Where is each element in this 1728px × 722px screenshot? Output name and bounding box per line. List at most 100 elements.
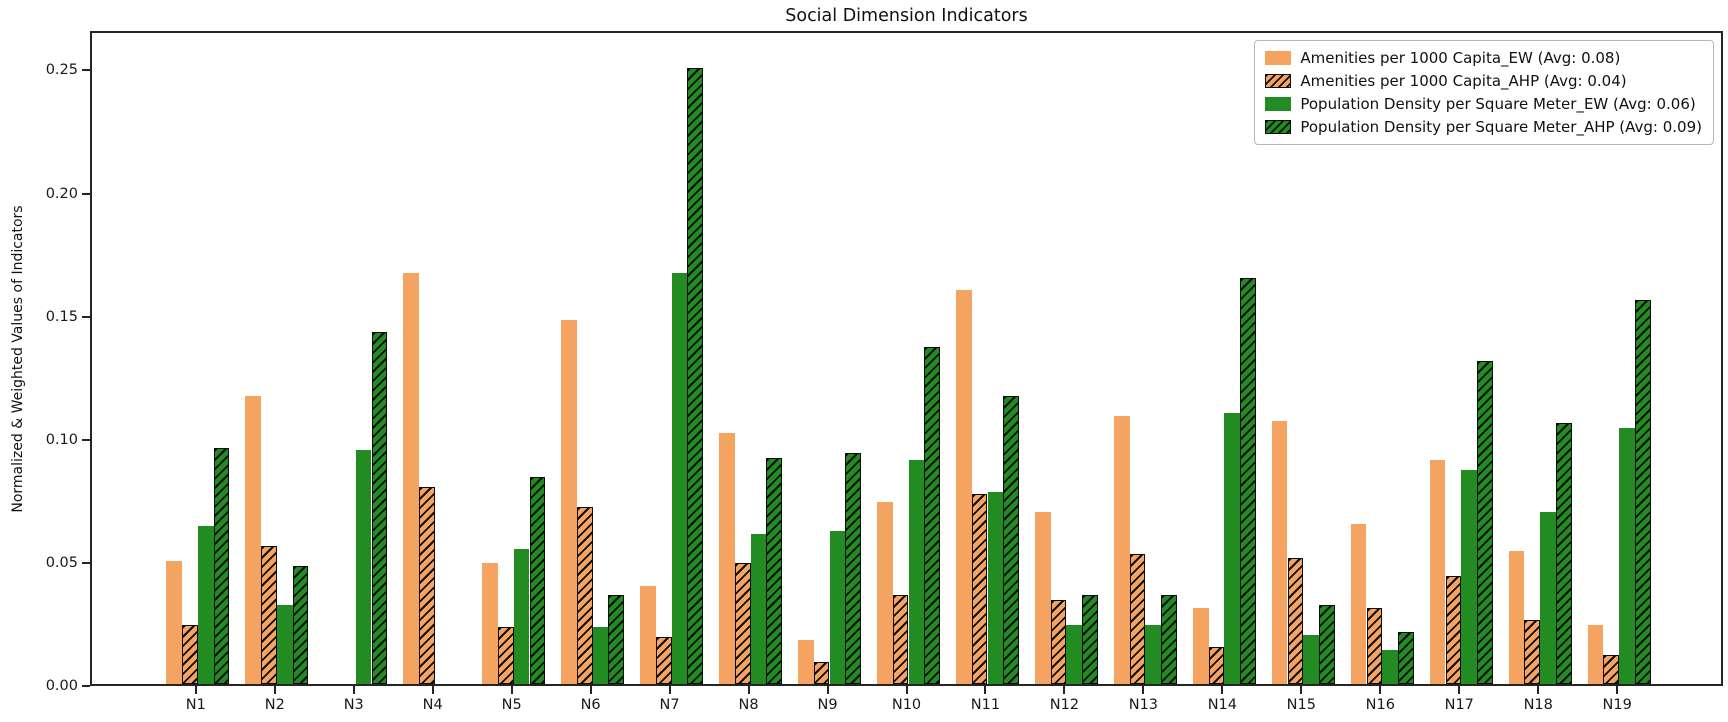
bar-N10-series2 [892,595,909,684]
x-tick-label-N11: N11 [970,697,1001,713]
bar-N10-series3 [908,459,925,684]
bar-N14-series3 [1224,413,1241,684]
bar-N11-series4 [1003,395,1020,684]
bar-N13-series1 [1113,415,1130,684]
bar-N11-series3 [987,491,1004,684]
bar-N19-series3 [1619,427,1635,684]
legend-item-2: Amenities per 1000 Capita_AHP (Avg: 0.04… [1265,72,1702,90]
y-tick-label: 0.25 [45,62,78,79]
x-tick [905,686,908,694]
x-tick [273,686,276,694]
bar-N19-series1 [1587,624,1604,684]
x-tick-label-N13: N13 [1128,697,1159,713]
legend-label: Amenities per 1000 Capita_EW (Avg: 0.08) [1300,49,1621,67]
bar-N4-series2 [418,487,435,684]
y-tick-label: 0.10 [45,431,78,448]
bar-N1-series3 [197,526,214,684]
bar-N3-series3 [355,450,372,684]
legend-swatch [1265,97,1292,111]
bar-N10-series1 [876,501,893,684]
bar-N5-series2 [497,627,514,684]
bar-N6-series2 [576,506,593,684]
legend-item-4: Population Density per Square Meter_AHP … [1265,118,1702,136]
bar-N18-series2 [1524,620,1541,684]
legend-item-1: Amenities per 1000 Capita_EW (Avg: 0.08) [1265,49,1702,67]
legend-swatch [1265,51,1292,65]
x-tick [747,686,750,694]
plot-area: Amenities per 1000 Capita_EW (Avg: 0.08)… [90,31,1723,686]
bar-N7-series3 [671,272,688,684]
y-tick [82,685,90,687]
x-tick-label-N3: N3 [343,697,364,713]
bar-N17-series3 [1461,469,1478,684]
x-tick [1142,686,1145,694]
bar-N14-series2 [1208,647,1225,684]
bar-N3-series4 [371,331,388,684]
bar-N15-series3 [1303,634,1320,684]
bar-N6-series1 [561,319,577,684]
bar-N2-series3 [276,605,293,684]
bar-N7-series4 [687,68,704,684]
y-tick [82,69,90,72]
bar-N16-series1 [1350,523,1367,684]
x-tick-label-N17: N17 [1444,697,1474,713]
y-axis-label: Normalized & Weighted Values of Indicato… [10,205,26,513]
x-tick [510,686,513,694]
bar-N16-series3 [1382,649,1399,684]
y-tick-label: 0.20 [45,185,78,202]
x-tick [984,686,987,694]
bar-N13-series3 [1145,624,1162,684]
bar-N9-series3 [829,531,846,684]
bar-N5-series1 [482,563,498,684]
bar-N18-series3 [1540,511,1556,684]
x-tick-label-N15: N15 [1286,697,1316,713]
bar-N18-series4 [1556,423,1572,684]
x-tick [1616,686,1619,694]
bar-N13-series2 [1129,553,1146,684]
x-tick [1221,686,1224,694]
bar-N12-series3 [1066,624,1083,684]
bar-N6-series4 [608,595,625,684]
bar-N16-series4 [1398,632,1414,684]
bar-N8-series2 [734,563,751,684]
bar-N7-series1 [640,585,656,684]
x-tick [589,686,592,694]
legend-swatch [1265,120,1292,134]
y-tick [82,315,90,318]
x-tick [431,686,434,694]
bar-N11-series1 [955,290,972,684]
bar-N11-series2 [971,494,988,684]
x-tick-label-N12: N12 [1049,697,1080,713]
x-tick [668,686,671,694]
legend-item-3: Population Density per Square Meter_EW (… [1265,95,1702,113]
bar-N10-series4 [924,346,941,684]
bar-N8-series3 [750,533,767,684]
bar-N9-series1 [797,639,814,684]
y-tick-label: 0.00 [45,678,78,694]
bar-N13-series4 [1161,595,1177,684]
bar-N9-series2 [813,661,830,684]
x-tick [1458,686,1461,694]
bar-N1-series4 [213,447,230,684]
bar-N14-series4 [1240,277,1256,684]
x-tick-label-N14: N14 [1207,697,1238,713]
bar-N17-series1 [1429,459,1446,684]
bar-N8-series4 [766,457,783,684]
x-tick-label-N2: N2 [264,697,285,713]
bar-N19-series2 [1603,654,1620,684]
bar-N7-series2 [655,637,672,684]
legend: Amenities per 1000 Capita_EW (Avg: 0.08)… [1254,40,1714,145]
x-tick-label-N5: N5 [501,697,522,713]
bar-N16-series2 [1366,607,1383,684]
bar-N12-series4 [1082,595,1098,684]
bar-N12-series2 [1050,600,1067,684]
x-tick-label-N10: N10 [891,697,922,713]
bar-N8-series1 [719,432,735,684]
bar-N6-series3 [592,627,609,684]
bar-N2-series4 [292,565,309,684]
bar-N15-series1 [1271,420,1288,684]
legend-label: Population Density per Square Meter_EW (… [1300,95,1696,113]
x-tick [1537,686,1540,694]
bar-N1-series2 [182,624,198,684]
